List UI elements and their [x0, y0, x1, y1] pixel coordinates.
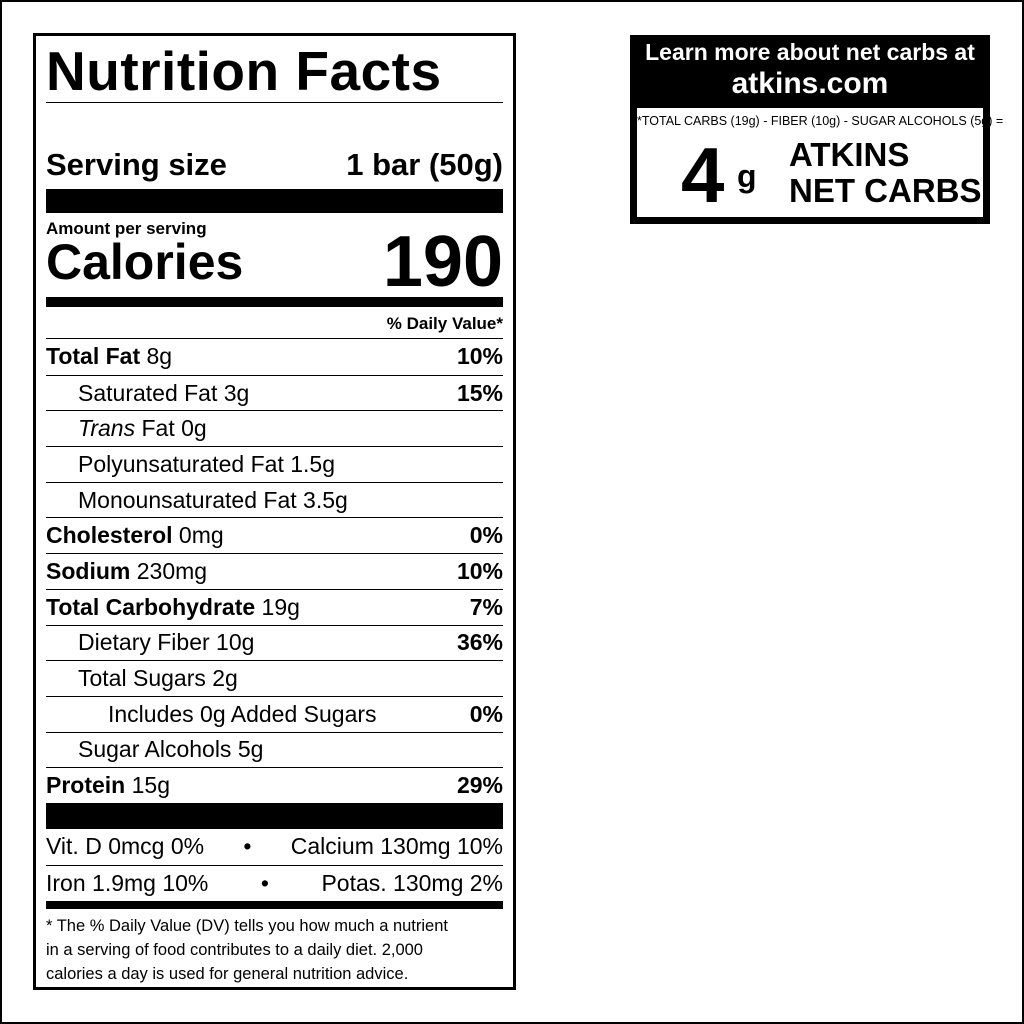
- net-line1: ATKINS: [789, 136, 910, 173]
- nutrient-name: Dietary Fiber 10g: [78, 629, 255, 656]
- nutrient-italic: Trans: [78, 415, 136, 442]
- nutrition-label: Nutrition Facts Serving size 1 bar (50g)…: [33, 33, 516, 990]
- nutrient-amount: 15g: [131, 772, 170, 799]
- footnote-line: in a serving of food contributes to a da…: [46, 940, 423, 959]
- rule: [46, 900, 503, 909]
- daily-value: 10%: [456, 557, 503, 584]
- nutrient-row: Polyunsaturated Fat 1.5g: [46, 446, 503, 482]
- footnote-line: calories a day is used for general nutri…: [46, 964, 409, 983]
- daily-value: 29%: [456, 772, 503, 799]
- nutrient-text: Polyunsaturated Fat 1.5g: [46, 451, 335, 478]
- vitamin-right: Potas. 130mg 2%: [321, 869, 503, 896]
- nutrient-name: Total Fat: [46, 343, 141, 370]
- net-carbs-box: Learn more about net carbs at atkins.com…: [630, 35, 1004, 224]
- calories: 190: [382, 222, 503, 302]
- separator: •: [260, 869, 269, 896]
- net-formula: *TOTAL CARBS (19g) - FIBER (10g) - SUGAR…: [637, 114, 1004, 128]
- nutrient-amount: 19g: [261, 593, 300, 620]
- daily-value: 36%: [456, 629, 503, 656]
- nutrient-row: Trans Fat 0g: [46, 410, 503, 446]
- nutrient-name: Saturated Fat 3g: [78, 379, 250, 406]
- nutrient-name: Polyunsaturated Fat 1.5g: [78, 450, 335, 477]
- serving-row: Serving size 1 bar (50g): [46, 103, 503, 189]
- nutrient-row: Cholesterol 0mg 0%: [46, 517, 503, 553]
- net-unit: g: [737, 158, 757, 194]
- net-heading: Learn more about net carbs at: [645, 39, 975, 65]
- daily-value: 10%: [456, 343, 503, 370]
- nutrient-text: Protein 15g: [46, 772, 170, 799]
- nutrient-name: Protein: [46, 772, 126, 799]
- daily-value: 7%: [469, 593, 503, 620]
- nutrient-text: Cholesterol 0mg: [46, 522, 224, 549]
- nutrient-row: Saturated Fat 3g 15%: [46, 374, 503, 411]
- nutrient-row: Dietary Fiber 10g 36%: [46, 624, 503, 661]
- rule: [46, 802, 503, 829]
- daily-value: 0%: [469, 522, 503, 549]
- net-line2: NET CARBS: [789, 172, 982, 209]
- footnote: * The % Daily Value (DV) tells you how m…: [46, 914, 503, 986]
- net-amount: 4: [681, 131, 725, 219]
- nutrient-text: Sugar Alcohols 5g: [46, 736, 263, 763]
- title: Nutrition Facts: [46, 36, 503, 103]
- rule: [46, 297, 503, 307]
- vitamin-left: Vit. D 0mcg 0%: [46, 833, 205, 860]
- nutrient-row: Includes 0g Added Sugars 0%: [46, 695, 503, 732]
- nutrient-name: Monounsaturated Fat 3.5g: [78, 486, 348, 513]
- serving-size: 1 bar (50g): [346, 147, 503, 182]
- nutrient-name: Includes 0g Added Sugars: [108, 700, 377, 727]
- nutrient-row: Total Sugars 2g: [46, 660, 503, 696]
- nutrient-name: Sodium: [46, 557, 131, 584]
- nutrient-name: Total Carbohydrate: [46, 593, 256, 620]
- nutrient-name: Cholesterol: [46, 522, 173, 549]
- nutrient-text: Monounsaturated Fat 3.5g: [46, 487, 348, 514]
- nutrient-name: Fat 0g: [141, 415, 207, 442]
- nutrient-row: Total Fat 8g 10%: [46, 339, 503, 375]
- nutrient-amount: 8g: [146, 343, 173, 370]
- daily-value: 15%: [456, 379, 503, 406]
- calories-label: Calories: [46, 234, 244, 290]
- nutrient-name: Total Sugars 2g: [78, 665, 238, 692]
- nutrient-text: Includes 0g Added Sugars: [46, 701, 377, 728]
- separator: •: [243, 833, 252, 860]
- footnote-line: * The % Daily Value (DV) tells you how m…: [46, 916, 448, 935]
- calories-block: Amount per serving Calories 190: [46, 213, 503, 302]
- nutrient-row: Sugar Alcohols 5g: [46, 731, 503, 768]
- vitamin-row: Iron 1.9mg 10% • Potas. 130mg 2%: [46, 864, 503, 901]
- vitamin-right: Calcium 130mg 10%: [290, 833, 503, 860]
- nutrient-row: Total Carbohydrate 19g 7%: [46, 588, 503, 625]
- nutrient-text: Total Carbohydrate 19g: [46, 594, 300, 621]
- nutrient-text: Total Sugars 2g: [46, 665, 238, 692]
- nutrient-text: Dietary Fiber 10g: [46, 629, 254, 656]
- vitamin-row: Vit. D 0mcg 0% • Calcium 130mg 10%: [46, 829, 503, 865]
- nutrient-row: Sodium 230mg 10%: [46, 553, 503, 589]
- nutrient-text: Total Fat 8g: [46, 343, 172, 370]
- daily-value: 0%: [469, 700, 503, 727]
- nutrient-row: Protein 15g 29%: [46, 767, 503, 803]
- nutrient-amount: 0mg: [178, 522, 224, 549]
- nutrient-text: Sodium 230mg: [46, 558, 207, 585]
- vitamin-left: Iron 1.9mg 10%: [46, 869, 209, 896]
- vitamin-rows: Vit. D 0mcg 0% • Calcium 130mg 10% Iron 1.9…: [46, 829, 503, 901]
- serving-label: Serving size: [46, 147, 227, 182]
- nutrient-text: Saturated Fat 3g: [46, 380, 249, 407]
- rule: [46, 189, 503, 213]
- nutrient-rows: Total Fat 8g 10% Saturated Fat 3g 15% Trans …: [46, 339, 503, 803]
- nutrient-row: Monounsaturated Fat 3.5g: [46, 481, 503, 518]
- net-inner: *TOTAL CARBS (19g) - FIBER (10g) - SUGAR…: [637, 108, 1004, 219]
- nutrient-name: Sugar Alcohols 5g: [78, 736, 264, 763]
- net-site: atkins.com: [731, 67, 889, 100]
- amount-per-serving: Amount per serving: [46, 219, 207, 238]
- nutrient-text: Trans Fat 0g: [46, 415, 207, 442]
- dv-header: % Daily Value*: [46, 307, 503, 339]
- nutrient-amount: 230mg: [136, 557, 208, 584]
